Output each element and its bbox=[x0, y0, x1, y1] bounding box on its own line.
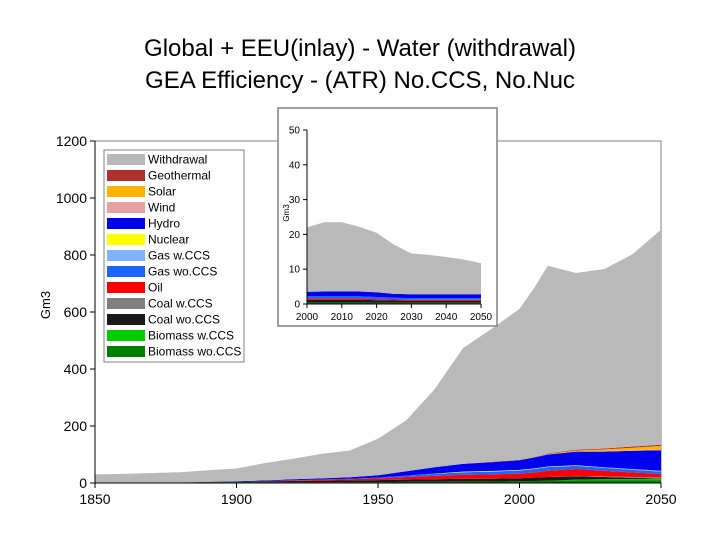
x-tick-label: 2050 bbox=[645, 491, 676, 507]
legend-swatch-gas-w-ccs bbox=[107, 250, 145, 261]
inset-y-tick-label: 0 bbox=[294, 300, 300, 311]
inset-x-tick-label: 2040 bbox=[435, 312, 458, 323]
legend-swatch-biomass-w-ccs bbox=[107, 330, 145, 341]
x-tick-label: 1850 bbox=[79, 491, 110, 507]
legend-swatch-nuclear bbox=[107, 234, 145, 245]
main-series-coal-w-ccs bbox=[95, 475, 661, 483]
inset-y-tick-label: 40 bbox=[289, 160, 301, 171]
legend-label-oil: Oil bbox=[148, 281, 163, 295]
legend-swatch-coal-w-ccs bbox=[107, 298, 145, 309]
inset-y-axis-label: Gm3 bbox=[282, 204, 291, 222]
legend-swatch-biomass-wo-ccs bbox=[107, 346, 145, 357]
legend-swatch-solar bbox=[107, 186, 145, 197]
inset-series-coal-wo-ccs bbox=[307, 299, 481, 303]
inset-series-oil bbox=[307, 298, 481, 301]
y-tick-label: 200 bbox=[64, 418, 88, 434]
x-tick-label: 2000 bbox=[504, 491, 535, 507]
y-tick-label: 0 bbox=[79, 475, 87, 491]
legend-swatch-wind bbox=[107, 202, 145, 213]
inset-x-tick-label: 2020 bbox=[365, 312, 388, 323]
main-series-geothermal bbox=[95, 444, 661, 483]
inset-series-gas-wo-ccs bbox=[307, 296, 481, 300]
y-tick-label: 800 bbox=[64, 247, 88, 263]
legend-swatch-oil bbox=[107, 282, 145, 293]
legend-label-geothermal: Geothermal bbox=[148, 169, 211, 183]
main-series-biomass-wo-ccs bbox=[95, 480, 661, 483]
y-tick-label: 1000 bbox=[56, 190, 87, 206]
inset-y-tick-label: 10 bbox=[289, 265, 301, 276]
legend-label-hydro: Hydro bbox=[148, 217, 180, 231]
legend-label-withdrawal: Withdrawal bbox=[148, 153, 207, 167]
legend-label-biomass-w-ccs: Biomass w.CCS bbox=[148, 329, 234, 343]
legend-swatch-hydro bbox=[107, 218, 145, 229]
main-series-solar bbox=[95, 445, 661, 483]
legend-label-coal-w-ccs: Coal w.CCS bbox=[148, 297, 213, 311]
legend-swatch-coal-wo-ccs bbox=[107, 314, 145, 325]
legend-label-wind: Wind bbox=[148, 201, 175, 215]
inset-series-withdrawal bbox=[307, 222, 481, 295]
y-tick-label: 400 bbox=[64, 361, 88, 377]
x-tick-label: 1900 bbox=[221, 491, 252, 507]
inset-y-tick-label: 20 bbox=[289, 230, 301, 241]
inset-x-tick-label: 2010 bbox=[331, 312, 354, 323]
legend-swatch-withdrawal bbox=[107, 154, 145, 165]
chart-title-line-2: GEA Efficiency - (ATR) No.CCS, No.Nuc bbox=[145, 67, 575, 94]
legend-label-coal-wo-ccs: Coal wo.CCS bbox=[148, 313, 220, 327]
inset-x-tick-label: 2000 bbox=[296, 312, 319, 323]
legend-label-biomass-wo-ccs: Biomass wo.CCS bbox=[148, 345, 241, 359]
inset-plot bbox=[307, 222, 481, 304]
y-tick-label: 1200 bbox=[56, 133, 87, 149]
legend-label-nuclear: Nuclear bbox=[148, 233, 189, 247]
x-tick-label: 1950 bbox=[362, 491, 393, 507]
inset-x-tick-label: 2050 bbox=[470, 312, 493, 323]
inset-y-tick-label: 50 bbox=[289, 126, 301, 137]
legend-label-gas-wo-ccs: Gas wo.CCS bbox=[148, 265, 217, 279]
inset-series-hydro bbox=[307, 291, 481, 299]
legend-label-gas-w-ccs: Gas w.CCS bbox=[148, 249, 210, 263]
legend-label-solar: Solar bbox=[148, 185, 176, 199]
legend-swatch-geothermal bbox=[107, 170, 145, 181]
legend: Withdrawal Geothermal Solar Wind Hydro Nuclea… bbox=[103, 149, 245, 363]
legend-swatch-gas-wo-ccs bbox=[107, 266, 145, 277]
inset-y-tick-label: 30 bbox=[289, 195, 301, 206]
y-tick-label: 600 bbox=[64, 304, 88, 320]
main-series-oil bbox=[95, 469, 661, 483]
main-series-withdrawal bbox=[95, 229, 661, 483]
y-axis-label: Gm3 bbox=[38, 291, 53, 319]
main-plot bbox=[95, 229, 661, 483]
main-series-hydro bbox=[95, 450, 661, 483]
main-series-coal-wo-ccs bbox=[95, 476, 661, 483]
inset-x-tick-label: 2030 bbox=[400, 312, 423, 323]
chart-title-line-1: Global + EEU(inlay) - Water (withdrawal) bbox=[144, 35, 576, 62]
